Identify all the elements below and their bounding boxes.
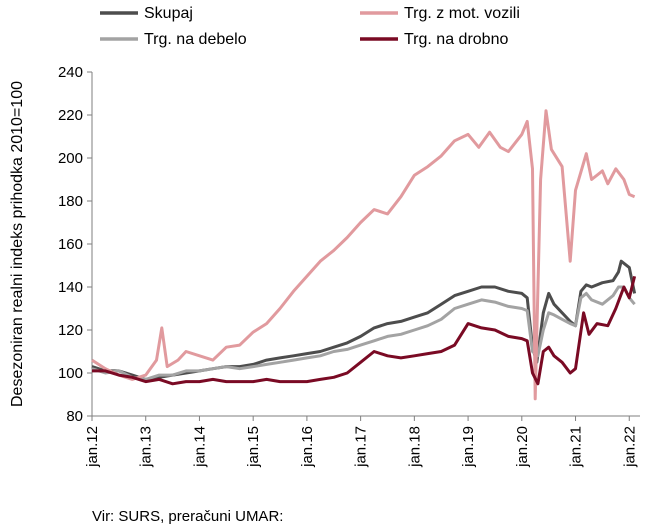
axes: 80 100 120 140 160 180 200 220 240 jan.12 jan.13 ja… [58,64,640,468]
x-tick-label: jan.13 [138,426,155,468]
y-tick-label: 80 [66,408,83,425]
series-layer [91,109,637,401]
y-axis-label: Desezoniran realni indeks prihodka 2010=… [9,81,26,407]
x-tick-label: jan.12 [84,426,101,468]
x-tick-label: jan.17 [353,426,370,468]
x-tick-label: jan.19 [460,426,477,468]
series-line-2 [91,285,636,381]
legend: Skupaj Trg. z mot. vozili Trg. na debelo Tr… [100,5,520,48]
y-tick-label: 220 [58,107,83,124]
x-tick-label: jan.16 [299,426,316,468]
legend-label: Trg. na debelo [144,31,247,48]
series-line-4 [92,275,637,386]
series-line-3 [91,109,636,401]
y-tick-label: 180 [58,193,83,210]
y-tick-label: 100 [58,365,83,382]
y-axis-label-group: Desezoniran realni indeks prihodka 2010=… [9,81,26,407]
x-tick-label: jan.21 [568,426,585,468]
legend-label: Skupaj [144,5,193,22]
x-tick-label: jan.14 [191,426,208,468]
x-tick-label: jan.20 [514,426,531,468]
y-tick-label: 160 [58,236,83,253]
y-tick-label: 240 [58,64,83,81]
x-tick-label: jan.22 [621,426,638,468]
y-tick-label: 140 [58,279,83,296]
source-note: Vir: SURS, preračuni UMAR: [92,508,284,525]
x-tick-label: jan.18 [406,426,423,468]
y-tick-label: 120 [58,322,83,339]
legend-label: Trg. na drobno [404,31,508,48]
x-tick-label: jan.15 [245,426,262,468]
y-tick-label: 200 [58,150,83,167]
legend-label: Trg. z mot. vozili [404,5,520,22]
